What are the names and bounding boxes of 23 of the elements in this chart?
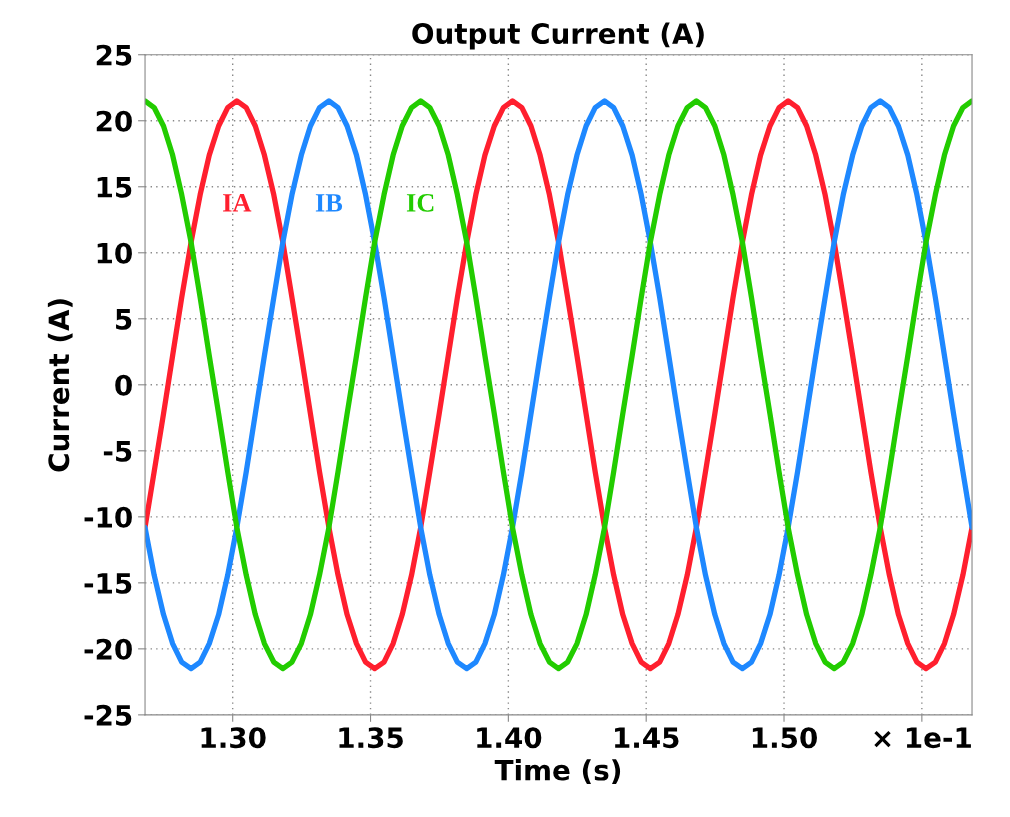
y-tick-label: 20 [96,110,132,132]
x-tick-label: 1.50 [752,727,817,749]
y-tick-label: 25 [96,44,132,66]
y-tick-label: -5 [103,441,132,462]
x-tick-label: 1.40 [477,727,542,749]
y-tick-label: 5 [116,309,132,330]
chart-title: Output Current (A) [412,22,704,50]
y-tick-label: -15 [84,573,132,594]
y-tick-label: 10 [97,242,132,264]
x-tick-label: 1.45 [615,727,679,749]
series-label: IA [223,194,252,212]
series-label: IB [315,194,343,212]
x-tick-label: × 1e-1 [874,727,971,749]
y-tick-label: -20 [84,638,132,660]
x-tick-label: 1.35 [339,727,403,749]
x-axis-title: Time (s) [494,759,621,784]
x-tick-label: 1.30 [201,727,266,749]
series-label: IC [406,193,434,212]
y-tick-label: -10 [84,506,132,528]
y-axis-title: Current (A) [47,299,73,472]
y-tick-label: 15 [97,177,132,198]
y-tick-label: -25 [84,704,132,726]
y-tick-label: 0 [115,374,132,396]
